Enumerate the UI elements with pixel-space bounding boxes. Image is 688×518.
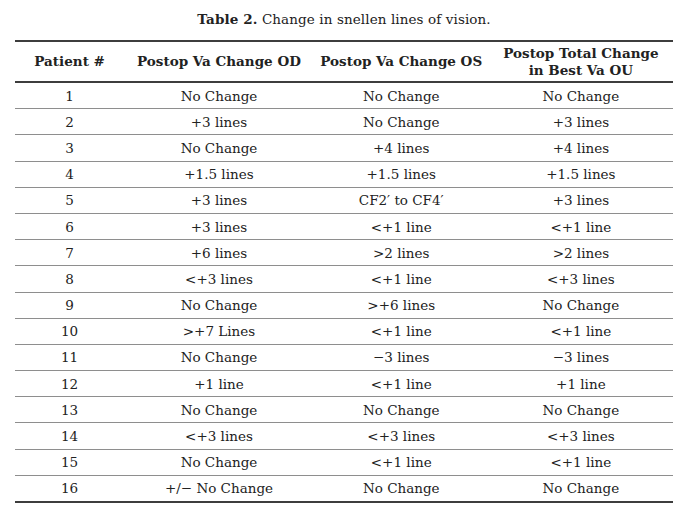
value-cell: <+3 lines [124,423,314,449]
table-row: 4+1.5 lines+1.5 lines+1.5 lines [15,161,673,187]
value-cell: No Change [314,475,489,502]
value-cell: +1.5 lines [489,161,673,187]
patient-number-cell: 7 [15,240,124,266]
value-cell: No Change [489,475,673,502]
value-cell: +3 lines [489,187,673,213]
patient-number-cell: 16 [15,475,124,502]
table-body: 1No ChangeNo ChangeNo Change2+3 linesNo … [15,82,673,502]
patient-number-cell: 9 [15,292,124,318]
table-row: 9No Change>+6 linesNo Change [15,292,673,318]
header-row: Patient #Postop Va Change ODPostop Va Ch… [15,41,673,82]
value-cell: +6 lines [124,240,314,266]
patient-number-cell: 11 [15,344,124,370]
value-cell: <+3 lines [489,423,673,449]
value-cell: +1 line [124,371,314,397]
value-cell: <+1 line [314,371,489,397]
value-cell: No Change [489,82,673,109]
value-cell: +1 line [489,371,673,397]
value-cell: No Change [314,397,489,423]
value-cell: +1.5 lines [314,161,489,187]
patient-number-cell: 8 [15,266,124,292]
table-row: 10>+7 Lines<+1 line<+1 line [15,318,673,344]
value-cell: >2 lines [489,240,673,266]
table-row: 2+3 linesNo Change+3 lines [15,109,673,135]
value-cell: >+6 lines [314,292,489,318]
table-row: 11No Change−3 lines−3 lines [15,344,673,370]
value-cell: No Change [124,292,314,318]
value-cell: +3 lines [124,187,314,213]
value-cell: >+7 Lines [124,318,314,344]
column-header: Postop Va Change OS [314,41,489,82]
value-cell: <+1 line [314,449,489,475]
patient-number-cell: 4 [15,161,124,187]
patient-number-cell: 15 [15,449,124,475]
table-row: 7+6 lines>2 lines>2 lines [15,240,673,266]
table-row: 5+3 linesCF2′ to CF4′+3 lines [15,187,673,213]
value-cell: +1.5 lines [124,161,314,187]
table-row: 13No ChangeNo ChangeNo Change [15,397,673,423]
table-row: 15No Change<+1 line<+1 line [15,449,673,475]
value-cell: <+1 line [489,318,673,344]
value-cell: <+1 line [314,318,489,344]
value-cell: No Change [314,109,489,135]
value-cell: +4 lines [314,135,489,161]
table-row: 8<+3 lines<+1 line<+3 lines [15,266,673,292]
patient-number-cell: 14 [15,423,124,449]
value-cell: No Change [314,82,489,109]
patient-number-cell: 1 [15,82,124,109]
value-cell: CF2′ to CF4′ [314,187,489,213]
table-header: Patient #Postop Va Change ODPostop Va Ch… [15,41,673,82]
patient-number-cell: 5 [15,187,124,213]
table-row: 14<+3 lines<+3 lines<+3 lines [15,423,673,449]
value-cell: <+1 line [489,449,673,475]
patient-number-cell: 10 [15,318,124,344]
value-cell: No Change [124,449,314,475]
patient-number-cell: 13 [15,397,124,423]
patient-number-cell: 3 [15,135,124,161]
patient-number-cell: 12 [15,371,124,397]
patient-number-cell: 2 [15,109,124,135]
value-cell: No Change [489,292,673,318]
value-cell: No Change [124,397,314,423]
value-cell: +3 lines [124,213,314,239]
value-cell: +/− No Change [124,475,314,502]
value-cell: <+1 line [314,213,489,239]
value-cell: <+1 line [314,266,489,292]
value-cell: >2 lines [314,240,489,266]
value-cell: No Change [489,397,673,423]
value-cell: +4 lines [489,135,673,161]
value-cell: +3 lines [489,109,673,135]
column-header: Patient # [15,41,124,82]
value-cell: <+3 lines [489,266,673,292]
value-cell: −3 lines [489,344,673,370]
table-caption-text: Change in snellen lines of vision. [262,11,491,27]
value-cell: No Change [124,344,314,370]
table-row: 12+1 line<+1 line+1 line [15,371,673,397]
table-caption-label: Table 2. [197,11,257,27]
value-cell: No Change [124,135,314,161]
value-cell: −3 lines [314,344,489,370]
table-row: 1No ChangeNo ChangeNo Change [15,82,673,109]
value-cell: <+3 lines [314,423,489,449]
table-row: 16+/− No ChangeNo ChangeNo Change [15,475,673,502]
column-header: Postop Total Change in Best Va OU [489,41,673,82]
table-row: 6+3 lines<+1 line<+1 line [15,213,673,239]
table-caption: Table 2. Change in snellen lines of visi… [0,0,688,27]
value-cell: +3 lines [124,109,314,135]
table-row: 3No Change+4 lines+4 lines [15,135,673,161]
value-cell: <+3 lines [124,266,314,292]
value-cell: <+1 line [489,213,673,239]
patient-number-cell: 6 [15,213,124,239]
snellen-lines-table: Patient #Postop Va Change ODPostop Va Ch… [15,40,673,503]
column-header: Postop Va Change OD [124,41,314,82]
value-cell: No Change [124,82,314,109]
